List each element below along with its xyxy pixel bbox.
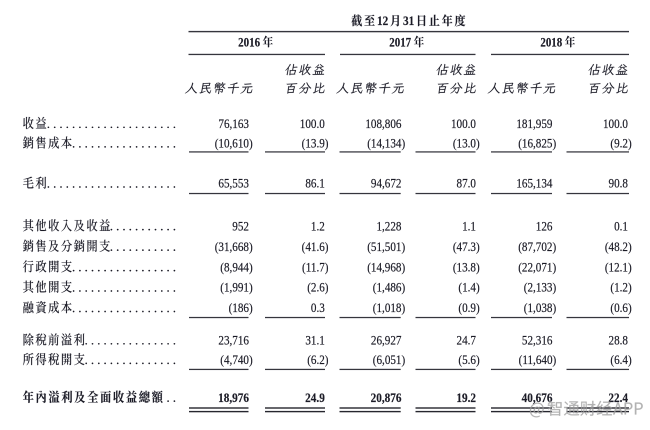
svg-text:0.3: 0.3 xyxy=(311,300,325,315)
svg-text:31: 31 xyxy=(403,13,414,28)
svg-text:(1,018): (1,018) xyxy=(373,300,405,315)
svg-text:20,876: 20,876 xyxy=(371,390,402,405)
svg-text:(186): (186) xyxy=(229,300,253,315)
svg-text:952: 952 xyxy=(232,219,249,234)
svg-text:(22,071): (22,071) xyxy=(518,260,556,275)
svg-text:12: 12 xyxy=(377,13,388,28)
svg-text:165,134: 165,134 xyxy=(516,176,552,191)
svg-text:(2,133): (2,133) xyxy=(524,280,556,295)
svg-text:(1.2): (1.2) xyxy=(610,280,631,295)
svg-text:181,959: 181,959 xyxy=(516,116,552,131)
svg-text:19.2: 19.2 xyxy=(456,390,476,405)
svg-text:(12.1): (12.1) xyxy=(605,260,632,275)
svg-text:2018: 2018 xyxy=(540,35,562,50)
svg-text:(1,486): (1,486) xyxy=(373,280,405,295)
svg-text:(1,038): (1,038) xyxy=(524,300,556,315)
svg-text:1.1: 1.1 xyxy=(462,219,476,234)
svg-text:100.0: 100.0 xyxy=(451,116,476,131)
svg-text:24.9: 24.9 xyxy=(305,390,325,405)
svg-text:100.0: 100.0 xyxy=(603,116,628,131)
svg-text:(16,825): (16,825) xyxy=(518,136,556,151)
svg-text:65,553: 65,553 xyxy=(218,176,249,191)
svg-text:1,228: 1,228 xyxy=(376,219,401,234)
svg-text:31.1: 31.1 xyxy=(305,333,324,348)
svg-text:(1,991): (1,991) xyxy=(220,280,252,295)
svg-text:(6,051): (6,051) xyxy=(373,352,405,367)
svg-text:(9.2): (9.2) xyxy=(610,136,631,151)
svg-text:2017: 2017 xyxy=(389,35,411,50)
svg-text:52,316: 52,316 xyxy=(522,333,553,348)
svg-text:(48.2): (48.2) xyxy=(605,239,632,254)
svg-text:23,716: 23,716 xyxy=(218,333,249,348)
svg-text:(11,640): (11,640) xyxy=(519,352,557,367)
svg-text:(14,968): (14,968) xyxy=(367,260,405,275)
svg-text:0.1: 0.1 xyxy=(614,219,628,234)
svg-text:(13.0): (13.0) xyxy=(453,136,480,151)
svg-text:(8,944): (8,944) xyxy=(220,260,252,275)
svg-text:76,163: 76,163 xyxy=(218,116,249,131)
svg-text:126: 126 xyxy=(536,219,553,234)
svg-text:(13.9): (13.9) xyxy=(302,136,329,151)
svg-text:100.0: 100.0 xyxy=(300,116,325,131)
svg-text:(51,501): (51,501) xyxy=(367,239,405,254)
svg-text:87.0: 87.0 xyxy=(457,176,476,191)
svg-text:(41.6): (41.6) xyxy=(302,239,329,254)
svg-text:(6.4): (6.4) xyxy=(610,352,631,367)
svg-text:(4,740): (4,740) xyxy=(220,352,252,367)
svg-text:(11.7): (11.7) xyxy=(302,260,328,275)
svg-text:94,672: 94,672 xyxy=(371,176,402,191)
svg-text:(0.6): (0.6) xyxy=(610,300,631,315)
svg-text:(47.3): (47.3) xyxy=(453,239,480,254)
svg-text:22.4: 22.4 xyxy=(608,390,628,405)
svg-text:1.2: 1.2 xyxy=(311,219,325,234)
svg-text:18,976: 18,976 xyxy=(218,390,249,405)
svg-text:28.8: 28.8 xyxy=(609,333,628,348)
svg-text:(6.2): (6.2) xyxy=(307,352,328,367)
svg-text:(13.8): (13.8) xyxy=(453,260,480,275)
svg-text:108,806: 108,806 xyxy=(365,116,401,131)
svg-text:(10,610): (10,610) xyxy=(215,136,253,151)
svg-text:90.8: 90.8 xyxy=(609,176,628,191)
svg-text:86.1: 86.1 xyxy=(305,176,324,191)
svg-text:(14,134): (14,134) xyxy=(367,136,405,151)
svg-text:(5.6): (5.6) xyxy=(458,352,479,367)
svg-text:2016: 2016 xyxy=(238,35,260,50)
svg-text:(31,668): (31,668) xyxy=(215,239,253,254)
svg-text:(2.6): (2.6) xyxy=(307,280,328,295)
svg-text:40,676: 40,676 xyxy=(522,390,553,405)
svg-text:24.7: 24.7 xyxy=(457,333,476,348)
svg-text:(1.4): (1.4) xyxy=(458,280,479,295)
svg-text:(0.9): (0.9) xyxy=(458,300,479,315)
svg-text:26,927: 26,927 xyxy=(371,333,402,348)
svg-text:(87,702): (87,702) xyxy=(518,239,556,254)
